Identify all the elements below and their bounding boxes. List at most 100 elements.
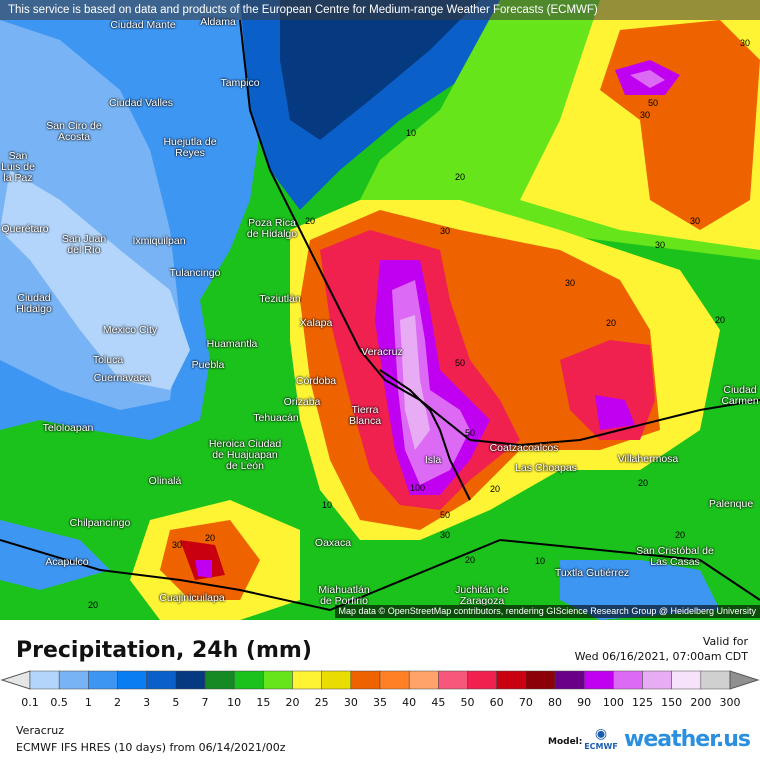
city-label: San Juan del Río bbox=[61, 233, 107, 256]
legend-swatch bbox=[525, 670, 556, 690]
legend-swatch bbox=[292, 670, 322, 690]
legend-swatch bbox=[467, 670, 497, 690]
city-label: Córdoba bbox=[295, 375, 337, 387]
color-legend bbox=[0, 670, 760, 690]
city-label: Mexico City bbox=[102, 324, 158, 336]
legend-swatch bbox=[88, 670, 118, 690]
legend-below-arrow bbox=[0, 670, 31, 690]
legend-swatch bbox=[321, 670, 352, 690]
city-label: Ciudad Valles bbox=[108, 97, 174, 109]
legend-tick-label: 5 bbox=[172, 696, 180, 709]
legend-tick-label: 2 bbox=[114, 696, 121, 709]
legend-swatch bbox=[671, 670, 702, 690]
city-label: Cuernavaca bbox=[93, 372, 151, 384]
contour-label: 30 bbox=[440, 530, 451, 540]
city-label: Acapulco bbox=[45, 556, 89, 568]
legend-swatch bbox=[379, 670, 410, 690]
contour-label: 20 bbox=[715, 315, 726, 325]
valid-datetime: Wed 06/16/2021, 07:00am CDT bbox=[574, 650, 748, 663]
contour-label: 30 bbox=[172, 540, 183, 550]
contour-label: 100 bbox=[410, 483, 426, 493]
city-label: San Cristóbal de Las Casas bbox=[636, 545, 714, 568]
model-run: ECMWF IFS HRES (10 days) from 06/14/2021… bbox=[16, 741, 286, 754]
legend-tick-label: 0.1 bbox=[21, 696, 39, 709]
city-label: Coatzacoalcos bbox=[489, 442, 559, 454]
legend-tick-label: 125 bbox=[632, 696, 653, 709]
contour-label: 10 bbox=[406, 128, 417, 138]
legend-tick-label: 20 bbox=[285, 696, 300, 709]
legend-swatch bbox=[117, 670, 147, 690]
contour-label: 30 bbox=[655, 240, 666, 250]
city-label: Villahermosa bbox=[617, 453, 679, 465]
legend-tick-label: 25 bbox=[314, 696, 329, 709]
legend-tick-label: 300 bbox=[719, 696, 741, 709]
contour-label: 20 bbox=[305, 216, 316, 226]
legend-swatch bbox=[350, 670, 381, 690]
legend-swatch bbox=[146, 670, 177, 690]
city-label: Puebla bbox=[191, 359, 225, 371]
contour-label: 30 bbox=[565, 278, 576, 288]
legend-tick-label: 3 bbox=[143, 696, 151, 709]
map-title: Precipitation, 24h (mm) bbox=[16, 638, 312, 663]
legend-swatch bbox=[554, 670, 585, 690]
contour-label: 30 bbox=[740, 38, 751, 48]
legend-swatch bbox=[613, 670, 643, 690]
ecmwf-logo-text: ECMWF bbox=[584, 742, 618, 751]
precipitation-map[interactable]: This service is based on data and produc… bbox=[0, 0, 760, 620]
legend-swatch bbox=[58, 670, 89, 690]
region-name: Veracruz bbox=[16, 724, 65, 737]
legend-tick-label: 1 bbox=[84, 696, 92, 709]
city-label: Juchitán de Zaragoza bbox=[455, 584, 509, 607]
data-source-banner: This service is based on data and produc… bbox=[0, 0, 760, 20]
map-attribution: Map data © OpenStreetMap contributors, r… bbox=[334, 605, 760, 618]
legend-tick-label: 200 bbox=[690, 696, 712, 709]
city-label: Tierra Blanca bbox=[348, 404, 382, 427]
legend-above-arrow bbox=[729, 670, 760, 690]
contour-label: 20 bbox=[490, 484, 501, 494]
legend-tick-label: 60 bbox=[489, 696, 504, 709]
city-label: Tampico bbox=[220, 77, 260, 89]
valid-label: Valid for bbox=[702, 635, 748, 648]
city-label: Tehuacán bbox=[253, 412, 299, 424]
legend-swatch bbox=[233, 670, 264, 690]
city-label: Ciudad Hidalgo bbox=[16, 292, 52, 315]
legend-tick-label: 70 bbox=[518, 696, 533, 709]
legend-swatch bbox=[263, 670, 293, 690]
city-label: Tulancingo bbox=[169, 267, 221, 279]
legend-swatch bbox=[175, 670, 206, 690]
city-label: Huamantla bbox=[206, 338, 258, 350]
ecmwf-logo: ◉ ECMWF bbox=[584, 726, 618, 751]
legend-tick-label: 80 bbox=[548, 696, 562, 709]
contour-label: 20 bbox=[606, 318, 617, 328]
city-label: Xalapa bbox=[299, 317, 333, 329]
city-label: Palenque bbox=[708, 498, 754, 510]
legend-swatch bbox=[204, 670, 235, 690]
city-label: Aldama bbox=[200, 16, 236, 28]
legend-tick-label: 45 bbox=[431, 696, 446, 709]
contour-label: 30 bbox=[690, 216, 701, 226]
city-label: Tuxtla Gutiérrez bbox=[554, 567, 630, 579]
contour-label: 30 bbox=[640, 110, 651, 120]
legend-tick-label: 150 bbox=[661, 696, 683, 709]
legend-swatch bbox=[583, 670, 614, 690]
city-label: Ciudad Mante bbox=[110, 19, 176, 31]
weather-us-logo[interactable]: weather.us bbox=[624, 727, 751, 752]
city-label: Veracruz bbox=[361, 346, 403, 358]
legend-tick-label: 7 bbox=[201, 696, 209, 709]
city-label: Querétaro bbox=[1, 223, 49, 235]
legend-swatch bbox=[700, 670, 731, 690]
city-label: Chilpancingo bbox=[69, 517, 131, 529]
legend-tick-label: 0.5 bbox=[50, 696, 68, 709]
city-label: Ixmiquilpan bbox=[132, 235, 186, 247]
city-label: Las Choapas bbox=[515, 462, 577, 474]
contour-label: 20 bbox=[455, 172, 466, 182]
legend-tick-label: 50 bbox=[460, 696, 475, 709]
contour-label: 50 bbox=[648, 98, 659, 108]
contour-label: 50 bbox=[455, 358, 466, 368]
city-label: Orizaba bbox=[283, 396, 321, 408]
city-label: Isla bbox=[424, 454, 442, 466]
contour-label: 50 bbox=[465, 428, 476, 438]
city-label: Teloloapan bbox=[42, 422, 94, 434]
legend-tick-label: 40 bbox=[402, 696, 417, 709]
city-label: Cuajinicuilapa bbox=[159, 592, 225, 604]
